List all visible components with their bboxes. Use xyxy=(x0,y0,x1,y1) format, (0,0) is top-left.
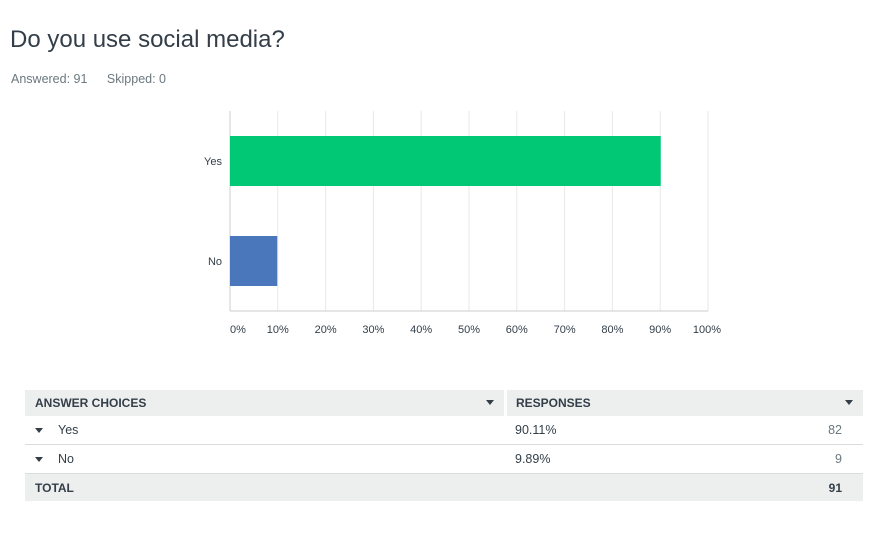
expand-arrow-icon[interactable] xyxy=(35,427,43,433)
table-row: Yes 90.11% 82 xyxy=(25,416,863,445)
responses-header[interactable]: RESPONSES xyxy=(507,390,863,416)
table-header: ANSWER CHOICES RESPONSES xyxy=(25,390,863,416)
x-tick-label: 30% xyxy=(362,324,384,336)
expand-arrow-icon[interactable] xyxy=(35,456,43,462)
x-tick-label: 100% xyxy=(693,324,721,336)
bar xyxy=(230,236,278,286)
choice-label: No xyxy=(58,452,74,466)
choice-cell: No xyxy=(25,445,507,473)
count-cell: 9 xyxy=(835,452,842,466)
x-tick-label: 70% xyxy=(554,324,576,336)
table-row: No 9.89% 9 xyxy=(25,445,863,474)
choice-cell: Yes xyxy=(25,416,507,444)
responses-header-label: RESPONSES xyxy=(516,396,591,410)
total-label: TOTAL xyxy=(35,480,74,495)
bar-chart: 0% 10% 20% 30% 40% 50% 60% 70% 80% 90% 100% Yes No xyxy=(204,111,721,336)
sort-arrow-icon[interactable] xyxy=(845,400,853,405)
total-value: 91 xyxy=(828,480,842,495)
x-tick-label: 10% xyxy=(267,324,289,336)
x-tick-label: 80% xyxy=(601,324,623,336)
answer-choices-header[interactable]: ANSWER CHOICES xyxy=(25,390,504,416)
answered-count: Answered: 91 xyxy=(11,72,88,86)
x-tick-label: 0% xyxy=(230,324,246,336)
choice-label: Yes xyxy=(58,423,79,437)
x-tick-label: 40% xyxy=(410,324,432,336)
category-label: No xyxy=(208,256,222,268)
question-title: Do you use social media? xyxy=(10,26,285,53)
table-total-row: TOTAL 91 xyxy=(25,474,863,501)
percent-cell: 9.89% xyxy=(515,452,551,466)
sort-arrow-icon[interactable] xyxy=(486,400,494,405)
response-summary: Answered: 91 Skipped: 0 xyxy=(11,72,182,86)
bar xyxy=(230,136,661,186)
percent-cell: 90.11% xyxy=(515,423,557,437)
skipped-count: Skipped: 0 xyxy=(106,72,166,86)
answer-choices-header-label: ANSWER CHOICES xyxy=(35,396,147,410)
x-tick-label: 90% xyxy=(649,324,671,336)
count-cell: 82 xyxy=(828,423,842,437)
x-tick-label: 50% xyxy=(458,324,480,336)
x-tick-label: 60% xyxy=(506,324,528,336)
category-label: Yes xyxy=(204,156,222,168)
x-tick-label: 20% xyxy=(315,324,337,336)
responses-table: ANSWER CHOICES RESPONSES Yes 90.11% 82 N… xyxy=(25,390,863,501)
